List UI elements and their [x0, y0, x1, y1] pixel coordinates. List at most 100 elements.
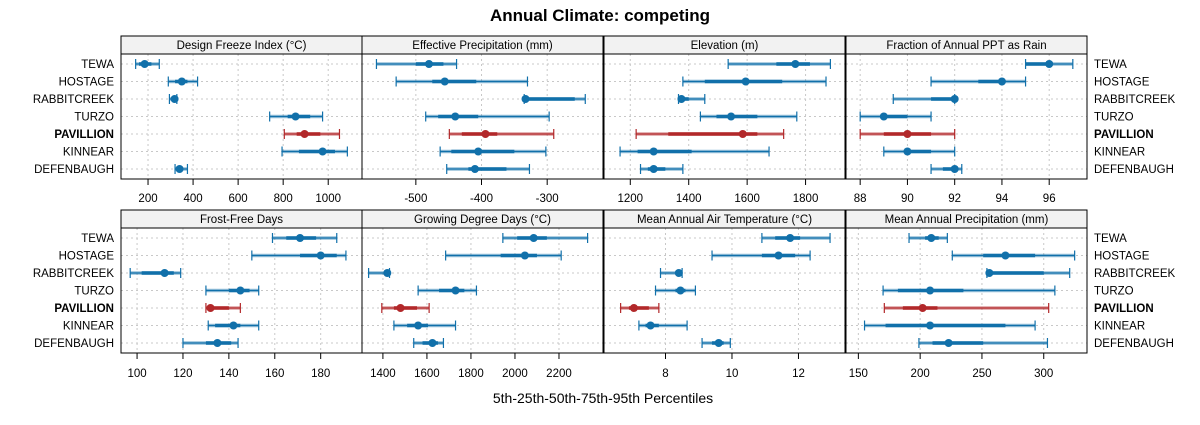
x-tick-label: 180 [311, 368, 330, 380]
site-marks-hostage [682, 76, 827, 87]
site-marks-defenbaugh [639, 164, 684, 174]
site-label-left: RABBITCREEK [33, 268, 114, 280]
site-marks-turzo [205, 285, 260, 296]
panel-8: Mean Annual Precipitation (mm) 150 200 250 3… [845, 209, 1088, 380]
site-marks-pavillion [620, 303, 660, 313]
x-axis-label: 5th-25th-50th-75th-95th Percentiles [493, 390, 713, 406]
site-marks-turzo [417, 285, 478, 296]
panel-frame [603, 53, 846, 180]
panel-7: Mean Annual Air Temperature (°C) 8 10 12 [603, 209, 846, 380]
panel-frame [361, 53, 604, 180]
x-tick-label: 2200 [546, 368, 572, 380]
median-point [291, 112, 300, 121]
median-point [918, 304, 927, 312]
site-label-left: KINNEAR [63, 147, 114, 159]
median-point [997, 77, 1006, 86]
site-marks-kinnear [619, 146, 770, 157]
median-point [985, 269, 994, 277]
median-point [529, 234, 538, 242]
median-point [451, 286, 460, 295]
site-marks-defenbaugh [918, 338, 1049, 348]
site-label-right: KINNEAR [1094, 147, 1145, 159]
x-tick-label: 150 [849, 368, 868, 380]
median-point [791, 60, 800, 68]
median-point [451, 112, 460, 121]
median-point [926, 321, 935, 330]
site-marks-tewa [1024, 59, 1074, 69]
site-label-right: DEFENBAUGH [1094, 164, 1174, 176]
site-marks-kinnear [883, 146, 956, 157]
panel-3: Elevation (m) 1200 1400 1600 1800 [603, 35, 846, 205]
median-point [213, 339, 222, 347]
site-marks-turzo [699, 111, 798, 122]
x-tick-label: 100 [127, 368, 146, 380]
x-tick-label: 160 [265, 368, 284, 380]
site-marks-rabbitcreek [368, 268, 392, 278]
x-tick-label: 2000 [502, 368, 528, 380]
site-marks-rabbitcreek [985, 268, 1071, 278]
site-marks-pavillion [448, 129, 555, 139]
site-marks-tewa [908, 233, 948, 243]
median-point [428, 339, 437, 347]
median-point [318, 147, 327, 156]
median-point [520, 251, 529, 260]
panel-title: Elevation (m) [691, 40, 759, 52]
site-label-right: RABBITCREEK [1094, 268, 1175, 280]
site-label-left: PAVILLION [54, 129, 114, 141]
median-point [649, 147, 658, 156]
x-tick-label: 200 [911, 368, 930, 380]
site-marks-turzo [859, 111, 932, 122]
site-marks-defenbaugh [413, 338, 445, 348]
site-marks-hostage [251, 250, 347, 261]
median-point [440, 77, 449, 86]
site-label-left: TEWA [81, 233, 114, 245]
site-marks-kinnear [281, 146, 348, 157]
median-point [903, 130, 912, 138]
site-label-right: KINNEAR [1094, 321, 1145, 333]
x-tick-label: 600 [229, 193, 248, 205]
site-marks-kinnear [393, 320, 457, 331]
x-tick-label: 12 [792, 368, 805, 380]
median-point [879, 112, 888, 121]
median-point [629, 304, 638, 312]
site-label-right: TURZO [1094, 286, 1134, 298]
x-tick-label: 200 [138, 193, 157, 205]
x-tick-label: 1800 [793, 193, 819, 205]
site-marks-rabbitcreek [521, 94, 586, 104]
median-point [396, 304, 405, 312]
site-marks-pavillion [381, 303, 430, 313]
x-tick-label: -400 [470, 193, 493, 205]
median-point [296, 234, 305, 242]
site-labels-group: TEWA TEWA HOSTAGE HOSTAGE RABBITCREEK RABBITC… [33, 59, 1176, 350]
site-marks-kinnear [638, 320, 688, 331]
median-point [903, 147, 912, 156]
site-marks-tewa [135, 59, 160, 69]
median-point [160, 269, 169, 277]
site-label-right: PAVILLION [1094, 129, 1154, 141]
median-point [649, 165, 658, 173]
site-marks-kinnear [207, 320, 260, 331]
x-tick-label: 88 [854, 193, 867, 205]
median-point [481, 130, 490, 138]
median-point [646, 321, 655, 330]
median-point [140, 60, 149, 68]
site-label-left: PAVILLION [54, 303, 114, 315]
site-marks-kinnear [863, 320, 1036, 331]
site-marks-defenbaugh [930, 164, 963, 174]
site-marks-rabbitcreek [892, 94, 959, 104]
median-point [424, 60, 433, 68]
site-marks-defenbaugh [446, 164, 531, 174]
median-point [674, 269, 683, 277]
site-label-left: HOSTAGE [59, 77, 115, 89]
median-point [383, 269, 392, 277]
panels-group: Design Freeze Index (°C) 200 400 600 800 1000… [120, 35, 1088, 380]
site-marks-pavillion [883, 303, 1050, 313]
site-marks-turzo [882, 285, 1056, 296]
median-point [927, 234, 936, 242]
site-marks-rabbitcreek [129, 268, 182, 278]
site-marks-rabbitcreek [168, 94, 179, 104]
panel-title: Mean Annual Air Temperature (°C) [637, 214, 812, 226]
site-label-right: HOSTAGE [1094, 77, 1150, 89]
median-point [300, 130, 309, 138]
median-point [470, 165, 479, 173]
